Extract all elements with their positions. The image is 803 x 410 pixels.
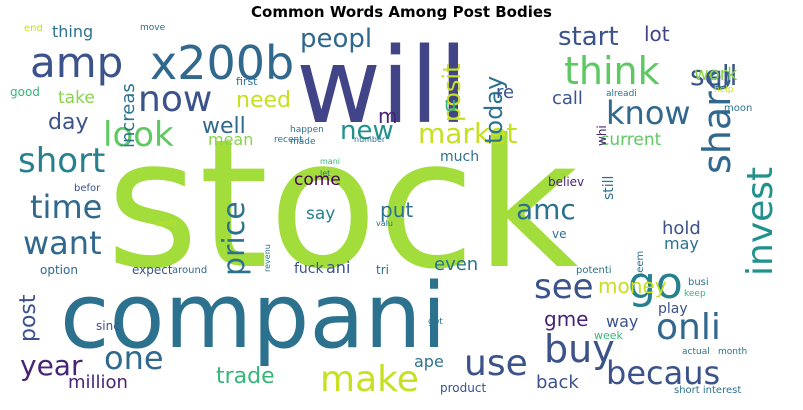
word-one: one bbox=[104, 339, 164, 377]
word-day: day bbox=[48, 110, 89, 135]
word-use: use bbox=[464, 343, 528, 384]
word-keep: keep bbox=[684, 289, 706, 299]
word-may: may bbox=[664, 234, 699, 253]
word-valu: valu bbox=[376, 219, 393, 228]
word-compani: compani bbox=[60, 264, 447, 369]
word-ve: ve bbox=[552, 227, 567, 241]
word-increas: increas bbox=[118, 83, 139, 148]
word-whi: whi bbox=[595, 125, 609, 146]
word-x200b: x200b bbox=[150, 36, 295, 90]
word-back: back bbox=[536, 372, 579, 393]
word-help: help bbox=[714, 85, 734, 95]
word-fuck: fuck bbox=[294, 261, 324, 277]
word-lot: lot bbox=[644, 24, 670, 46]
word-think: think bbox=[564, 49, 660, 93]
word-buy: buy bbox=[544, 327, 615, 371]
word-happen: happen bbox=[290, 125, 324, 135]
word-invest: invest bbox=[740, 166, 781, 276]
word-alreadi: alreadi bbox=[606, 89, 637, 99]
word-befor: befor bbox=[74, 183, 101, 194]
word-end: end bbox=[24, 24, 43, 34]
word-play: play bbox=[658, 301, 688, 317]
word-look: look bbox=[103, 115, 174, 155]
word-actual: actual bbox=[682, 347, 710, 357]
word-tri: tri bbox=[376, 263, 389, 277]
word-revenu: revenu bbox=[263, 244, 272, 272]
word-price: price bbox=[217, 201, 252, 276]
word-first: first bbox=[236, 75, 258, 88]
word-potenti: potenti bbox=[576, 265, 612, 276]
word-way: way bbox=[606, 312, 639, 331]
word-want: want bbox=[23, 224, 102, 262]
word-profit: profit bbox=[156, 219, 178, 228]
word-make: make bbox=[320, 359, 419, 400]
word-say: say bbox=[306, 204, 336, 224]
word-current: current bbox=[600, 130, 662, 150]
word-re: re bbox=[496, 82, 515, 103]
word-money: money bbox=[598, 274, 667, 298]
word-week: week bbox=[594, 329, 623, 342]
word-even: even bbox=[434, 254, 479, 275]
word-mean: mean bbox=[208, 130, 254, 149]
word-still: still bbox=[601, 175, 617, 200]
word-peopl: peopl bbox=[300, 24, 373, 54]
word-know: know bbox=[606, 94, 691, 132]
word-around: around bbox=[172, 265, 208, 276]
chart-title: Common Words Among Post Bodies bbox=[251, 3, 552, 21]
word-need: need bbox=[236, 88, 291, 113]
word-busi: busi bbox=[688, 277, 709, 288]
word-call: call bbox=[552, 88, 583, 109]
word-becaus: becaus bbox=[606, 354, 721, 392]
word-short: short bbox=[18, 141, 106, 181]
word-believ: believ bbox=[548, 175, 585, 189]
word-start: start bbox=[558, 24, 619, 52]
word-see: see bbox=[534, 267, 594, 307]
word-market: market bbox=[418, 117, 518, 150]
word-m: m bbox=[378, 104, 398, 128]
word-thing: thing bbox=[52, 24, 94, 41]
word-much: much bbox=[440, 149, 480, 165]
word-made: made bbox=[290, 137, 316, 147]
word-got: got bbox=[428, 317, 443, 327]
word-sell: sell bbox=[690, 59, 738, 92]
word-move: move bbox=[140, 24, 166, 33]
word-good: good bbox=[10, 85, 40, 99]
word-amc: amc bbox=[516, 193, 576, 226]
word-u: u bbox=[444, 92, 457, 116]
word-gme: gme bbox=[544, 307, 589, 331]
word-ape: ape bbox=[414, 352, 444, 371]
word-product: product bbox=[440, 381, 487, 395]
word-put: put bbox=[380, 198, 414, 222]
word-moon: moon bbox=[724, 103, 753, 114]
word-amp: amp bbox=[30, 38, 124, 87]
word-take: take bbox=[58, 88, 95, 108]
word-million: million bbox=[68, 372, 128, 393]
word-will: will bbox=[296, 25, 468, 147]
word-expect: expect bbox=[132, 263, 173, 277]
word-well: well bbox=[202, 114, 246, 139]
word-sinc: sinc bbox=[96, 319, 120, 333]
word-recent: recent bbox=[274, 135, 303, 145]
word-year: year bbox=[20, 349, 83, 382]
word-month: month bbox=[718, 347, 748, 357]
word-let: let bbox=[320, 169, 331, 178]
word-cloud: stock compani will x200b amp now look sh… bbox=[8, 24, 796, 407]
word-option: option bbox=[40, 263, 78, 277]
word-new: new bbox=[340, 116, 394, 146]
word-seem: seem bbox=[635, 250, 646, 278]
word-short-interest: short interest bbox=[674, 385, 742, 396]
word-post: post bbox=[16, 294, 41, 342]
word-time: time bbox=[30, 188, 103, 226]
word-come: come bbox=[294, 170, 341, 190]
word-ani: ani bbox=[326, 258, 351, 277]
word-hold: hold bbox=[662, 218, 701, 239]
word-stock: stock bbox=[106, 101, 579, 308]
word-number: number bbox=[354, 135, 386, 144]
word-go: go bbox=[628, 258, 683, 309]
word-onli: onli bbox=[656, 307, 721, 348]
word-now: now bbox=[138, 79, 213, 120]
word-work: work bbox=[694, 64, 738, 85]
word-trade: trade bbox=[216, 364, 275, 389]
word-mani: mani bbox=[320, 157, 340, 166]
